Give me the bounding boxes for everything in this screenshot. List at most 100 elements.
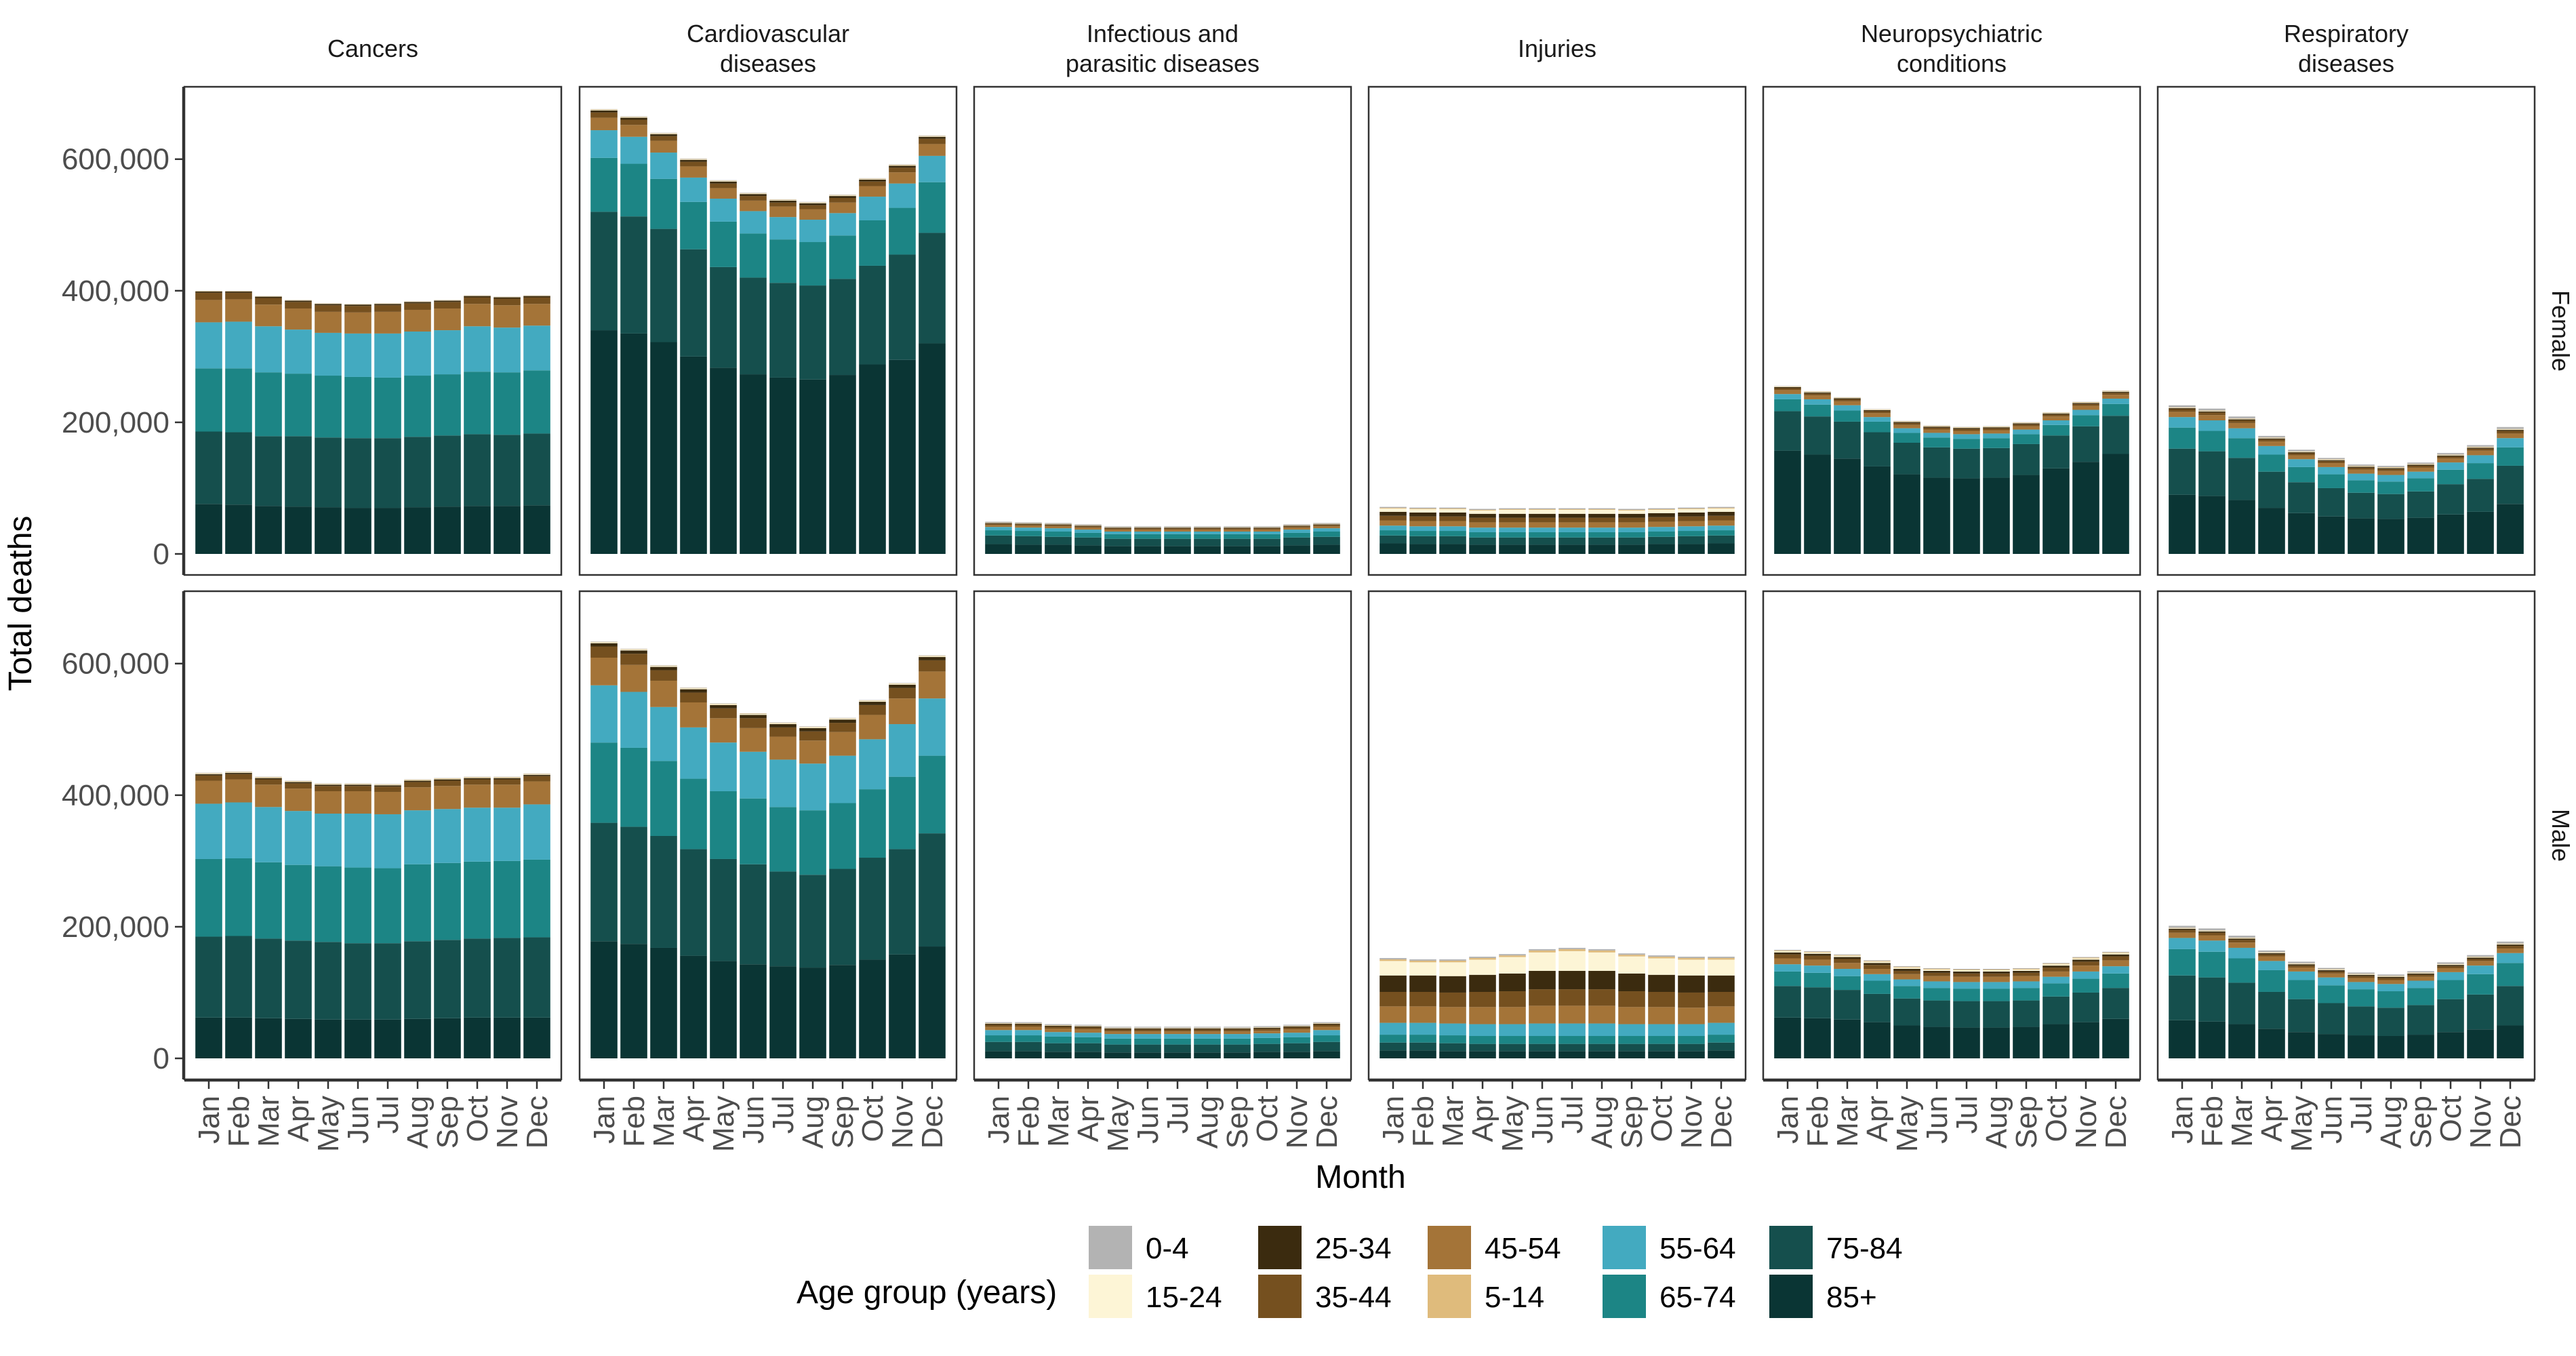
bar-segment-male-cardiovascular-diseases-aug-55-64 [799, 763, 826, 811]
bar-segment-male-respiratory-diseases-oct-15-24 [2437, 964, 2464, 965]
bar-segment-male-injuries-sep-55-64 [1618, 1024, 1645, 1037]
bar-segment-male-neuropsychiatric-conditions-jan-15-24 [1774, 951, 1801, 953]
bar-segment-female-respiratory-diseases-mar-35-44 [2228, 420, 2255, 423]
bar-segment-female-infectious-and-parasitic-diseases-may-75-84 [1104, 538, 1131, 546]
bar-segment-male-cardiovascular-diseases-oct-55-64 [859, 739, 886, 790]
bar-segment-female-neuropsychiatric-conditions-nov-55-64 [2072, 410, 2099, 416]
bar-segment-female-respiratory-diseases-nov-55-64 [2467, 455, 2494, 464]
bar-segment-male-cancers-dec-75-84 [523, 937, 550, 1018]
bar-segment-male-cardiovascular-diseases-aug-85 [799, 968, 826, 1058]
bar-segment-female-neuropsychiatric-conditions-may-85 [1893, 474, 1920, 554]
bar-segment-male-neuropsychiatric-conditions-may-15-24 [1893, 968, 1920, 970]
bar-segment-female-cardiovascular-diseases-sep-25-34 [829, 196, 856, 198]
bar-segment-female-neuropsychiatric-conditions-sep-25-34 [2013, 423, 2040, 424]
bar-segment-female-cancers-aug-75-84 [404, 437, 431, 508]
bar-segment-male-neuropsychiatric-conditions-apr-45-54 [1864, 969, 1891, 974]
bar-segment-male-injuries-feb-35-44 [1409, 991, 1436, 1007]
bar-segment-female-neuropsychiatric-conditions-sep-55-64 [2013, 429, 2040, 435]
bar-segment-male-infectious-and-parasitic-diseases-feb-65-74 [1015, 1035, 1042, 1042]
bar-segment-male-infectious-and-parasitic-diseases-may-85 [1104, 1052, 1131, 1058]
bar-segment-male-injuries-oct-25-34 [1648, 974, 1675, 992]
bar-segment-female-neuropsychiatric-conditions-mar-85 [1834, 458, 1861, 554]
bar-segment-male-infectious-and-parasitic-diseases-dec-55-64 [1313, 1030, 1340, 1036]
bar-segment-male-injuries-apr-65-74 [1469, 1036, 1496, 1044]
bar-segment-female-cardiovascular-diseases-jun-85 [740, 374, 767, 554]
bar-segment-female-cancers-jun-75-84 [344, 438, 371, 509]
bar-segment-female-cancers-feb-55-64 [225, 321, 252, 369]
bar-segment-male-neuropsychiatric-conditions-apr-25-34 [1864, 963, 1891, 965]
bar-segment-female-cardiovascular-diseases-jul-15-24 [769, 199, 797, 201]
bar-segment-male-cardiovascular-diseases-feb-65-74 [620, 747, 647, 827]
bar-segment-female-respiratory-diseases-oct-85 [2437, 514, 2464, 554]
bar-segment-female-infectious-and-parasitic-diseases-mar-55-64 [1045, 528, 1072, 532]
bar-segment-male-cardiovascular-diseases-mar-75-84 [650, 836, 677, 948]
bar-segment-male-injuries-feb-15-24 [1409, 962, 1436, 976]
bar-segment-male-cancers-apr-65-74 [285, 864, 312, 941]
bar-segment-female-cardiovascular-diseases-dec-25-34 [919, 136, 946, 139]
bar-segment-female-neuropsychiatric-conditions-feb-15-24 [1804, 391, 1831, 393]
bar-segment-female-cancers-jun-55-64 [344, 333, 371, 377]
bar-segment-male-injuries-sep-15-24 [1618, 956, 1645, 974]
bar-segment-female-cardiovascular-diseases-jan-55-64 [590, 130, 618, 158]
bar-segment-male-infectious-and-parasitic-diseases-nov-45-54 [1283, 1029, 1310, 1033]
bar-segment-male-cardiovascular-diseases-aug-35-44 [799, 731, 826, 741]
bar-segment-male-injuries-aug-15-24 [1588, 952, 1615, 971]
bar-segment-female-respiratory-diseases-dec-0-4 [2497, 426, 2524, 429]
bar-segment-female-respiratory-diseases-jan-0-4 [2169, 405, 2196, 407]
x-tick-label-sep: Sep [1615, 1096, 1649, 1149]
bar-segment-female-injuries-sep-75-84 [1618, 537, 1645, 545]
bar-segment-male-respiratory-diseases-aug-15-24 [2377, 976, 2404, 977]
bar-segment-male-cancers-dec-45-54 [523, 781, 550, 805]
bar-segment-male-infectious-and-parasitic-diseases-jan-65-74 [985, 1035, 1012, 1042]
bar-segment-male-respiratory-diseases-sep-35-44 [2407, 974, 2434, 977]
bar-segment-female-respiratory-diseases-aug-85 [2377, 519, 2404, 554]
bar-segment-female-cancers-jun-25-34 [344, 304, 371, 306]
bar-segment-male-cancers-feb-75-84 [225, 936, 252, 1018]
bar-segment-male-infectious-and-parasitic-diseases-nov-25-34 [1283, 1026, 1310, 1028]
bar-segment-female-cardiovascular-diseases-apr-75-84 [680, 249, 707, 357]
bar-segment-female-respiratory-diseases-nov-65-74 [2467, 463, 2494, 479]
bar-segment-female-respiratory-diseases-aug-0-4 [2377, 466, 2404, 467]
bar-segment-female-injuries-may-5-14 [1499, 509, 1526, 510]
bar-segment-female-injuries-jan-85 [1380, 543, 1407, 554]
bar-segment-male-cardiovascular-diseases-dec-65-74 [919, 755, 946, 834]
bar-segment-male-injuries-mar-35-44 [1439, 992, 1466, 1008]
bar-segment-male-cancers-aug-75-84 [404, 941, 431, 1019]
bar-segment-female-respiratory-diseases-jan-65-74 [2169, 427, 2196, 449]
x-tick-label-may: May [1496, 1096, 1529, 1152]
bar-segment-female-cancers-mar-75-84 [255, 436, 282, 506]
bar-segment-female-cancers-jun-85 [344, 508, 371, 554]
bar-segment-male-neuropsychiatric-conditions-may-45-54 [1893, 974, 1920, 980]
bar-segment-male-cardiovascular-diseases-jan-15-24 [590, 642, 618, 643]
bar-segment-female-cancers-aug-35-44 [404, 303, 431, 310]
bar-segment-male-neuropsychiatric-conditions-jun-75-84 [1923, 1000, 1950, 1027]
x-tick-label-oct: Oct [2434, 1096, 2468, 1142]
bar-segment-female-infectious-and-parasitic-diseases-may-65-74 [1104, 534, 1131, 539]
bar-segment-male-injuries-jun-25-34 [1529, 970, 1556, 990]
bar-segment-male-cancers-aug-15-24 [404, 780, 431, 781]
bar-segment-female-neuropsychiatric-conditions-dec-85 [2102, 454, 2129, 554]
x-tick-label-nov: Nov [1281, 1096, 1314, 1149]
x-tick-label-may: May [1102, 1096, 1135, 1152]
bar-segment-female-injuries-nov-35-44 [1678, 516, 1705, 521]
bar-segment-male-cardiovascular-diseases-mar-55-64 [650, 706, 677, 761]
bar-segment-female-respiratory-diseases-jun-75-84 [2318, 487, 2345, 517]
bar-segment-male-cancers-dec-65-74 [523, 859, 550, 938]
bar-segment-female-respiratory-diseases-jun-0-4 [2318, 458, 2345, 460]
bar-segment-male-cancers-apr-15-24 [285, 781, 312, 782]
bar-segment-male-injuries-oct-65-74 [1648, 1036, 1675, 1044]
bar-segment-female-neuropsychiatric-conditions-jan-15-24 [1774, 386, 1801, 387]
bar-segment-male-injuries-feb-0-4 [1409, 959, 1436, 961]
bar-segment-female-neuropsychiatric-conditions-apr-45-54 [1864, 413, 1891, 418]
x-tick-label-mar: Mar [1436, 1096, 1470, 1147]
bar-segment-female-cardiovascular-diseases-jun-55-64 [740, 211, 767, 234]
bar-segment-male-injuries-mar-0-4 [1439, 959, 1466, 961]
x-tick-label-aug: Aug [1191, 1096, 1224, 1149]
bar-segment-female-infectious-and-parasitic-diseases-aug-75-84 [1194, 538, 1221, 546]
bar-segment-male-respiratory-diseases-sep-65-74 [2407, 988, 2434, 1005]
bar-segment-female-injuries-aug-35-44 [1588, 517, 1615, 523]
bar-segment-female-cardiovascular-diseases-jan-45-54 [590, 117, 618, 131]
